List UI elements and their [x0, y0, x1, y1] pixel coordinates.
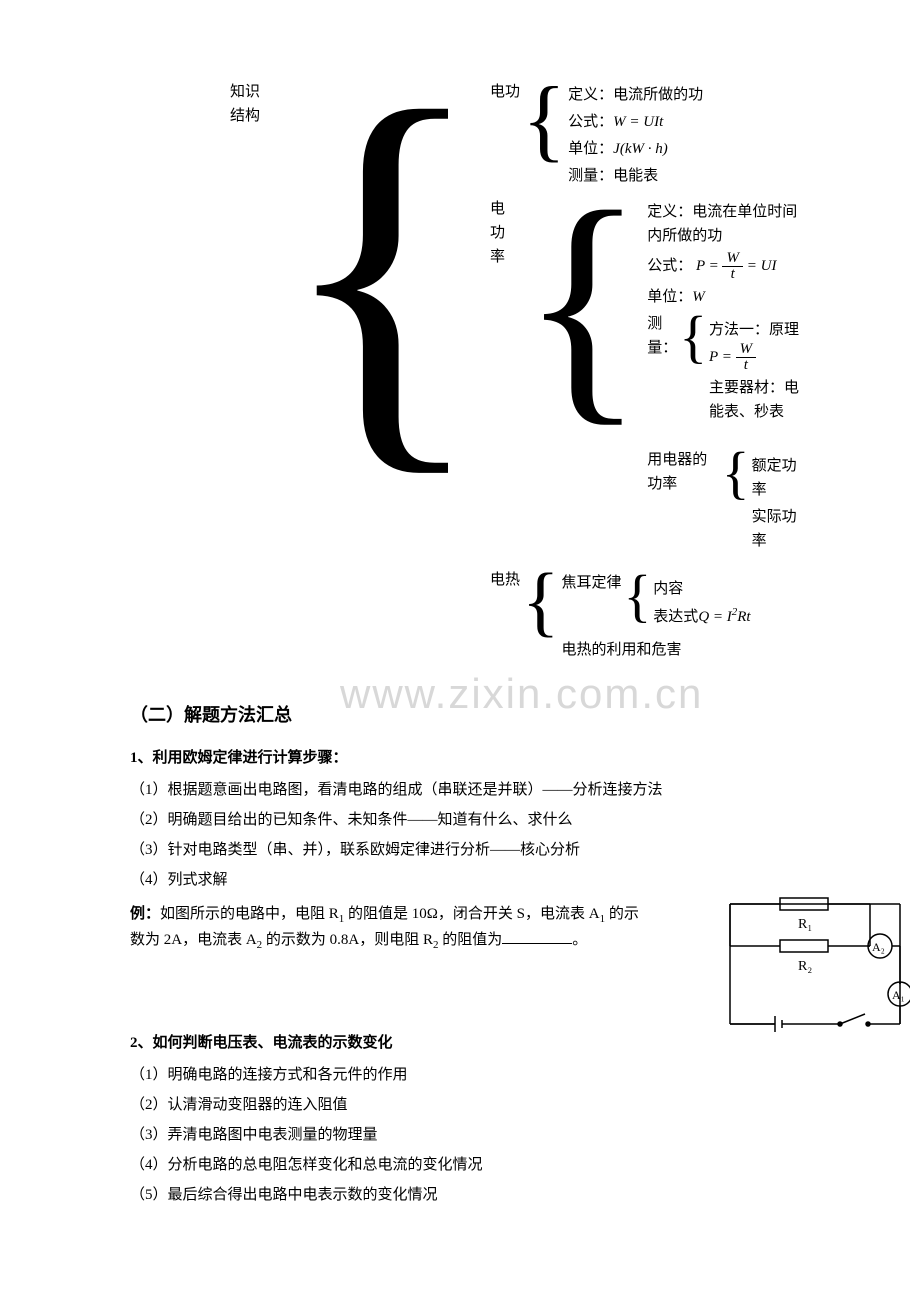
measure-m2: 主要器材：电能表、秒表 [709, 376, 800, 424]
tree-power-items: 定义：电流在单位时间内所做的功 公式： P = Wt = UI 单位：W 测量：… [647, 197, 800, 562]
q2-title: 2、如何判断电压表、电流表的示数变化 [130, 1031, 800, 1055]
work-formula: 公式：W = UIt [568, 110, 703, 134]
heat-joule: 焦耳定律 { 内容 表达式Q = I2Rt [561, 571, 750, 635]
heat-use: 电热的利用和危害 [561, 638, 750, 662]
circuit-r2: R₂ [798, 959, 812, 974]
circuit-a2: A₂ [872, 940, 885, 954]
bracket-appliance: { [722, 448, 750, 497]
bracket-heat: { [522, 568, 559, 634]
ex-e: 的阻值为 [439, 932, 503, 948]
ex-end: 。 [572, 932, 587, 948]
blank-line [502, 929, 572, 944]
appliance-b: 实际功率 [752, 505, 800, 553]
power-unit: 单位：W [647, 285, 800, 309]
q1-s1: （1）根据题意画出电路图，看清电路的组成（串联还是并联）——分析连接方法 [130, 778, 800, 802]
work-def: 定义：电流所做的功 [568, 83, 703, 107]
joule-b: 表达式Q = I2Rt [653, 604, 750, 629]
power-measure: 测量： { 方法一：原理P = Wt 主要器材：电能表、秒表 [647, 312, 800, 430]
q2-s1: （1）明确电路的连接方式和各元件的作用 [130, 1063, 800, 1087]
example-block: 例：如图所示的电路中，电阻 R1 的阻值是 10Ω，闭合开关 S，电流表 A1 … [130, 902, 800, 955]
circuit-diagram: R₁ R₂ A₂ A₁ [720, 894, 910, 1044]
q2-s5: （5）最后综合得出电路中电表示数的变化情况 [130, 1183, 800, 1207]
bracket-root: { [277, 80, 488, 454]
joule-a: 内容 [653, 577, 750, 601]
bracket-power: { [520, 197, 645, 410]
ex-d: 的示数为 0.8A，则电阻 R [262, 932, 433, 948]
q2-s4: （4）分析电路的总电阻怎样变化和总电流的变化情况 [130, 1153, 800, 1177]
q1-s3: （3）针对电路类型（串、并），联系欧姆定律进行分析——核心分析 [130, 838, 800, 862]
q1-s4: （4）列式求解 [130, 868, 800, 892]
power-formula: 公式： P = Wt = UI [647, 251, 800, 282]
circuit-a1: A₁ [892, 988, 905, 1002]
tree-power-label: 电功率 [490, 197, 518, 269]
power-appliance: 用电器的功率 { 额定功率 实际功率 [647, 448, 800, 559]
q1-s2: （2）明确题目给出的已知条件、未知条件——知道有什么、求什么 [130, 808, 800, 832]
example-label: 例： [130, 906, 160, 922]
tree-work-label: 电功 [490, 80, 520, 104]
measure-m1: 方法一：原理P = Wt [709, 318, 800, 373]
q2-s3: （3）弄清电路图中电表测量的物理量 [130, 1123, 800, 1147]
ex-b: 的阻值是 10Ω，闭合开关 S，电流表 A [344, 906, 599, 922]
bracket-measure: { [679, 312, 707, 361]
tree-heat-items: 焦耳定律 { 内容 表达式Q = I2Rt 电热的利用和危害 [561, 568, 750, 665]
q1-title: 1、利用欧姆定律进行计算步骤： [130, 746, 800, 770]
bracket-work: { [522, 80, 566, 158]
tree-root-label: 知识结构 [230, 80, 275, 128]
power-def: 定义：电流在单位时间内所做的功 [647, 200, 800, 248]
ex-a: 如图所示的电路中，电阻 R [160, 906, 339, 922]
appliance-a: 额定功率 [752, 454, 800, 502]
tree-heat-label: 电热 [490, 568, 520, 592]
q2-s2: （2）认清滑动变阻器的连入阻值 [130, 1093, 800, 1117]
work-unit: 单位：J(kW · h) [568, 137, 703, 161]
section2-title: （二）解题方法汇总 [130, 701, 800, 730]
circuit-r1: R₁ [798, 917, 812, 932]
knowledge-tree: 知识结构 { 电功 { 定义：电流所做的功 公式：W = UIt 单位：J(kW… [230, 80, 800, 665]
bracket-joule: { [623, 571, 651, 620]
